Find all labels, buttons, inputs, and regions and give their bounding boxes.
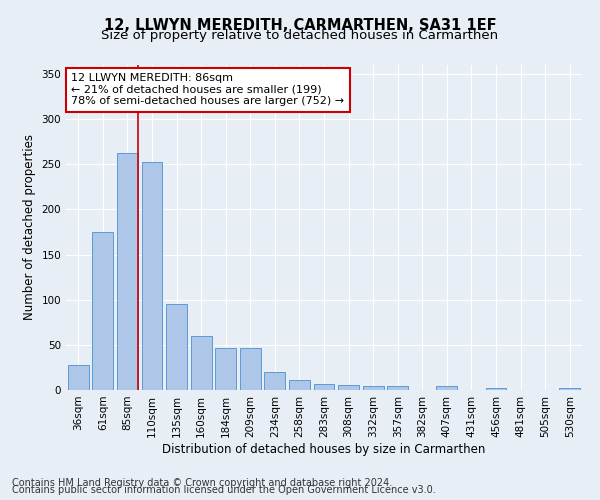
Bar: [215, 348, 236, 390]
Bar: [314, 384, 334, 390]
Y-axis label: Number of detached properties: Number of detached properties: [23, 134, 36, 320]
Bar: [166, 304, 187, 390]
Bar: [240, 348, 261, 390]
Bar: [362, 386, 383, 390]
Text: Contains public sector information licensed under the Open Government Licence v3: Contains public sector information licen…: [12, 485, 436, 495]
Bar: [265, 372, 286, 390]
Bar: [289, 380, 310, 390]
X-axis label: Distribution of detached houses by size in Carmarthen: Distribution of detached houses by size …: [163, 442, 485, 456]
Bar: [485, 388, 506, 390]
Text: Size of property relative to detached houses in Carmarthen: Size of property relative to detached ho…: [101, 28, 499, 42]
Bar: [92, 232, 113, 390]
Bar: [191, 336, 212, 390]
Bar: [387, 386, 408, 390]
Bar: [436, 386, 457, 390]
Text: Contains HM Land Registry data © Crown copyright and database right 2024.: Contains HM Land Registry data © Crown c…: [12, 478, 392, 488]
Bar: [117, 152, 138, 390]
Text: 12, LLWYN MEREDITH, CARMARTHEN, SA31 1EF: 12, LLWYN MEREDITH, CARMARTHEN, SA31 1EF: [104, 18, 496, 32]
Bar: [68, 364, 89, 390]
Bar: [559, 388, 580, 390]
Bar: [338, 386, 359, 390]
Bar: [142, 162, 163, 390]
Text: 12 LLWYN MEREDITH: 86sqm
← 21% of detached houses are smaller (199)
78% of semi-: 12 LLWYN MEREDITH: 86sqm ← 21% of detach…: [71, 73, 344, 106]
